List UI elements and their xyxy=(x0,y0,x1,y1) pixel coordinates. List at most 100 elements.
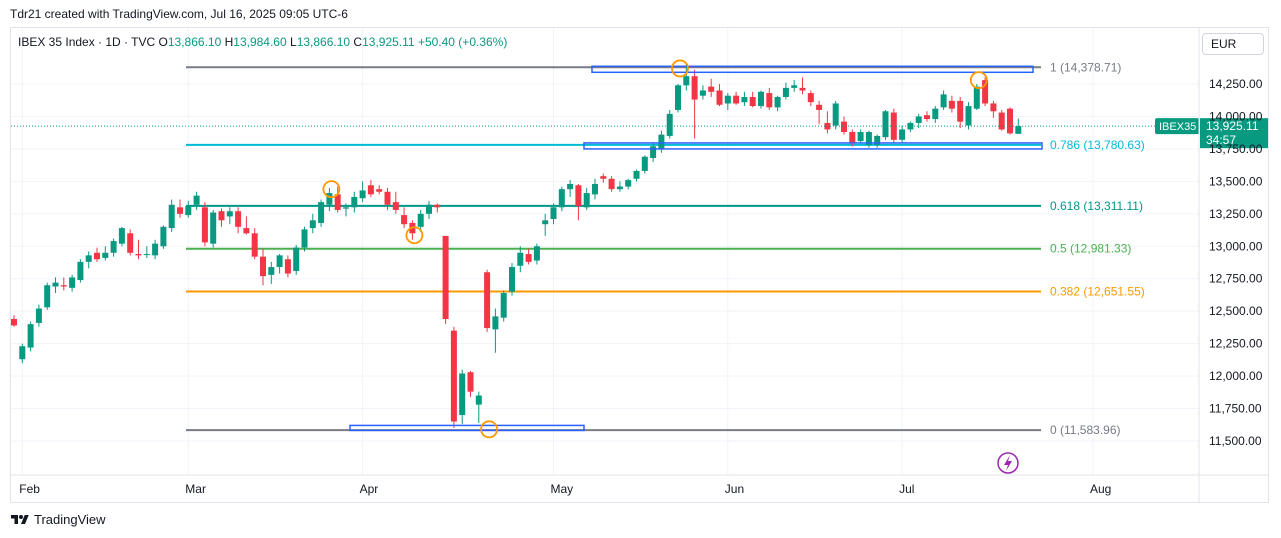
candle-body xyxy=(758,91,764,107)
pivot-circle-marker xyxy=(405,226,424,245)
candle-body xyxy=(210,212,217,244)
legend-high-value: 13,984.60 xyxy=(233,35,287,49)
candle-body xyxy=(650,146,657,158)
candle-body xyxy=(417,213,424,227)
candle-body xyxy=(218,211,225,221)
candle-body xyxy=(699,90,706,96)
candle-body xyxy=(716,90,723,105)
candle-body xyxy=(152,243,159,256)
candle-body xyxy=(135,254,142,256)
candle-body xyxy=(865,132,872,146)
candle-body xyxy=(874,135,881,146)
candle-body xyxy=(807,93,814,103)
candle-body xyxy=(583,193,590,208)
tradingview-logo-icon xyxy=(11,514,29,524)
candle-body xyxy=(666,113,673,136)
candle-body xyxy=(857,132,864,142)
fib-zone-box xyxy=(583,142,1043,150)
candle-body xyxy=(998,112,1005,130)
candle-body xyxy=(102,252,109,258)
legend-close-label: C xyxy=(353,35,363,49)
candle-body xyxy=(965,106,972,126)
chart-frame xyxy=(10,27,1269,503)
candle-body xyxy=(143,254,150,256)
candle-body xyxy=(309,220,316,229)
currency-selector[interactable]: EUR xyxy=(1202,33,1264,55)
y-tick-label: 14,000.00 xyxy=(1209,109,1263,123)
candle-body xyxy=(832,103,839,126)
x-tick-label: Jun xyxy=(725,482,744,496)
y-tick-label: 12,000.00 xyxy=(1209,369,1263,383)
candle-body xyxy=(948,100,955,109)
candle-body xyxy=(301,229,308,248)
pivot-circle-marker xyxy=(969,71,988,90)
candle-body xyxy=(741,96,748,103)
candle-body xyxy=(185,206,192,216)
candle-body xyxy=(724,95,731,104)
candle-body xyxy=(459,373,466,416)
lightning-icon[interactable] xyxy=(997,452,1019,474)
candle-body xyxy=(816,104,823,110)
candle-body xyxy=(616,186,623,190)
candle-body xyxy=(924,115,930,120)
candle-body xyxy=(600,176,607,179)
x-tick-label: Feb xyxy=(19,482,40,496)
candle-body xyxy=(343,207,349,209)
support-box xyxy=(349,424,585,432)
candle-body xyxy=(957,100,964,122)
symbol-tag: IBEX35 xyxy=(1159,121,1196,133)
legend-close-value: 13,925.11 xyxy=(362,35,415,49)
candle-body xyxy=(550,207,557,220)
candle-body xyxy=(990,103,997,112)
candle-body xyxy=(235,211,242,227)
candle-body xyxy=(973,86,980,109)
candle-body xyxy=(932,108,939,120)
y-tick-label: 12,750.00 xyxy=(1209,272,1263,286)
y-tick-label: 11,500.00 xyxy=(1209,434,1262,448)
candle-body xyxy=(567,183,574,190)
candle-body xyxy=(318,202,325,223)
lightning-bolt-shape xyxy=(1004,455,1012,471)
tradingview-footer: TradingView xyxy=(10,512,106,527)
candle-body xyxy=(127,233,134,253)
symbol-tag-bg xyxy=(1155,118,1199,135)
y-tick-label: 13,750.00 xyxy=(1209,142,1263,156)
legend-open-value: 13,866.10 xyxy=(167,35,222,49)
candle-body xyxy=(52,282,59,287)
countdown-tag: 34:57 xyxy=(1206,133,1236,147)
candle-body xyxy=(791,85,798,88)
candle-body xyxy=(193,195,200,205)
candle-body xyxy=(733,95,740,104)
candle-body xyxy=(384,191,391,205)
candle-body xyxy=(334,194,341,210)
legend-low-value: 13,866.10 xyxy=(296,35,351,49)
candle-body xyxy=(882,111,889,138)
candle-body xyxy=(1015,126,1022,134)
symbol-legend: IBEX 35 Index · 1D · TVC O13,866.10 H13,… xyxy=(18,35,507,49)
candle-body xyxy=(226,211,233,217)
candle-body xyxy=(243,228,250,234)
candle-body xyxy=(675,85,681,110)
candle-body xyxy=(608,178,615,190)
candle-body xyxy=(376,189,383,192)
candle-body xyxy=(592,183,598,195)
candle-body xyxy=(276,255,283,268)
candle-body xyxy=(782,87,789,97)
y-tick-label: 13,250.00 xyxy=(1209,207,1263,221)
candle-body xyxy=(841,121,847,133)
fib-level-label: 0.5 (12,981.33) xyxy=(1050,242,1131,256)
candle-body xyxy=(69,277,76,288)
y-tick-label: 14,250.00 xyxy=(1209,77,1263,91)
candle-body xyxy=(1007,108,1013,134)
resistance-box xyxy=(591,65,1034,74)
candle-body xyxy=(509,267,515,292)
candle-body xyxy=(525,254,532,262)
candle-body xyxy=(434,204,441,208)
candle-body xyxy=(691,76,698,100)
candle-body xyxy=(85,255,92,262)
x-tick-label: Jul xyxy=(899,482,914,496)
candle-body xyxy=(517,252,524,266)
footer-brand: TradingView xyxy=(34,512,106,527)
candle-body xyxy=(558,189,565,208)
